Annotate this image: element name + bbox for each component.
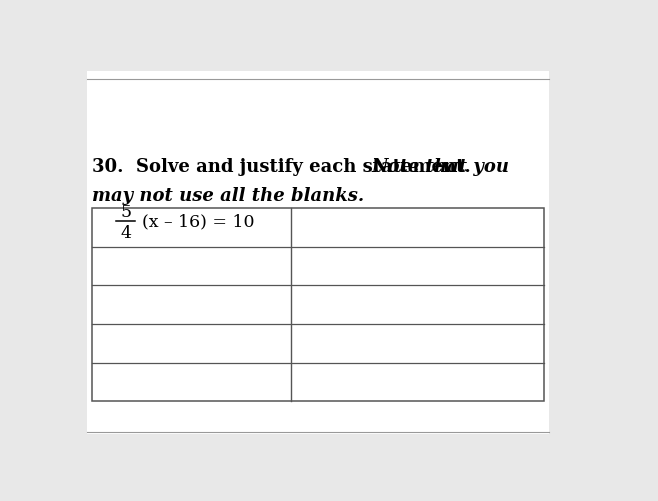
Text: 30.  Solve and justify each statement.: 30. Solve and justify each statement. (92, 158, 484, 176)
Text: Note that you: Note that you (372, 158, 510, 176)
Bar (92, 208, 544, 401)
Text: (x – 16) = 10: (x – 16) = 10 (142, 213, 255, 230)
Text: 4: 4 (120, 224, 131, 241)
Text: 5: 5 (120, 203, 131, 220)
Text: may not use all the blanks.: may not use all the blanks. (92, 187, 365, 205)
